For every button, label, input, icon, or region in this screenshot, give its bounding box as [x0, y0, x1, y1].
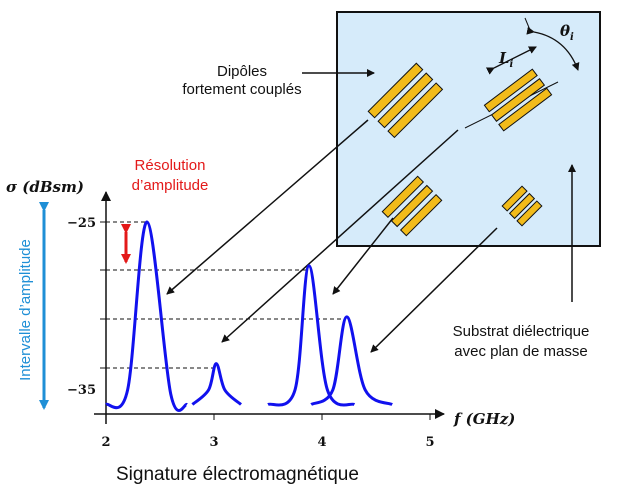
dipole-group-bottom-left: [381, 175, 443, 237]
dipoles-label-line2: fortement couplés: [182, 81, 301, 98]
arrow-rotated-to-peak2: [221, 129, 459, 343]
resolution-label-line1: Résolution: [135, 157, 206, 174]
y-axis-label: σ (dBsm): [6, 178, 84, 196]
peak-curve-3: [267, 264, 356, 407]
substrate-label-line2: avec plan de masse: [454, 343, 587, 360]
angle-label: θi: [560, 22, 574, 43]
x-axis-label: f (GHz): [453, 410, 515, 428]
x-tick-label-4: 4: [317, 435, 326, 450]
dipole-length-label: Li: [498, 49, 514, 70]
substrate-label-line1: Substrat diélectrique: [453, 323, 590, 340]
peak-curve-1: [105, 220, 189, 412]
angle-arc: [526, 26, 580, 71]
x-tick-label-2: 2: [101, 435, 110, 450]
arrow-small-to-peak4: [370, 227, 498, 353]
peak-curve-2: [191, 362, 242, 406]
x-ticks: [105, 414, 431, 420]
signature-caption: Signature électromagnétique: [116, 464, 359, 485]
arrow-bottomleft-to-peak3: [332, 217, 394, 295]
x-tick-label-3: 3: [209, 435, 218, 450]
dipole-group-coupled: [367, 62, 444, 139]
angle-reference-line: [524, 17, 531, 31]
arrow-coupled-to-peak1: [166, 119, 369, 295]
dipole-group-small: [501, 185, 543, 227]
substrate-panel: [336, 11, 601, 247]
y-tick-label-25: −25: [67, 216, 96, 231]
resolution-label-line2: d’amplitude: [132, 177, 209, 194]
dipole-group-rotated: [483, 68, 553, 132]
interval-label: Intervalle d’amplitude: [17, 239, 34, 381]
peak-curve-4: [310, 315, 393, 406]
x-tick-label-5: 5: [425, 435, 434, 450]
dipoles-label-line1: Dipôles: [217, 63, 267, 80]
y-tick-label-35: −35: [67, 383, 96, 398]
peak-curves: [105, 220, 393, 412]
